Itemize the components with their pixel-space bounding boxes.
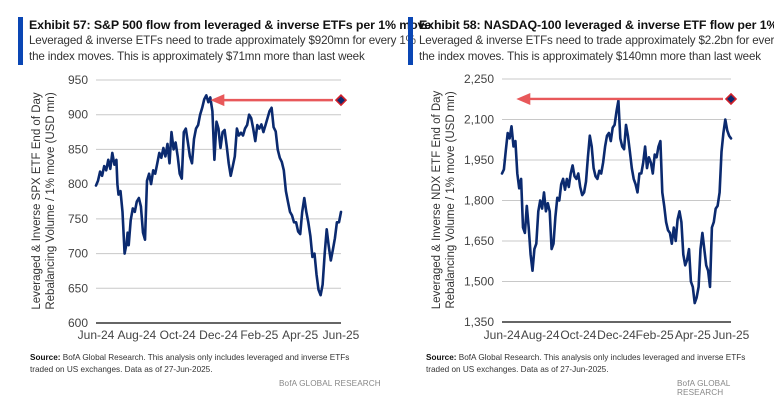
x-tick-label: Apr-25 bbox=[675, 328, 711, 342]
source-note: Source: BofA Global Research. This analy… bbox=[30, 352, 370, 376]
y-axis-label-line1: Leveraged & Inverse SPX ETF End of Day bbox=[31, 92, 43, 310]
y-axis-label-line2: Rebalancing Volume / 1% move (USD mn) bbox=[445, 91, 457, 308]
y-tick-label: 2,100 bbox=[464, 113, 494, 127]
y-axis-label-line2: Rebalancing Volume / 1% move (USD mn) bbox=[45, 92, 57, 309]
x-tick-label: Dec-24 bbox=[597, 328, 636, 342]
annotation-arrow-head bbox=[210, 94, 225, 107]
x-tick-label: Dec-24 bbox=[199, 328, 238, 342]
chart-title: Exhibit 58: NASDAQ-100 leveraged & inver… bbox=[419, 18, 774, 32]
exhibit-58-header: Exhibit 58: NASDAQ-100 leveraged & inver… bbox=[408, 17, 774, 65]
x-tick-label: Oct-24 bbox=[160, 328, 196, 342]
x-tick-label: Jun-25 bbox=[323, 328, 360, 342]
spx-flow-chart: 600 650 700 750 800 850 900 950 Jun-24 Aug-24 Oct-… bbox=[31, 73, 360, 342]
annotation-arrow-head bbox=[516, 92, 531, 105]
x-tick-label: Oct-24 bbox=[560, 328, 596, 342]
x-tick-label: Aug-24 bbox=[521, 328, 560, 342]
y-axis-label-line1: Leveraged & Inverse NDX ETF End of Day bbox=[431, 90, 443, 309]
y-tick-label: 1,800 bbox=[464, 194, 494, 208]
y-tick-label: 1,500 bbox=[464, 275, 494, 289]
x-tick-label: Jun-25 bbox=[713, 328, 750, 342]
y-tick-label: 1,950 bbox=[464, 153, 494, 167]
y-tick-label: 900 bbox=[68, 108, 88, 122]
series-line bbox=[500, 99, 733, 305]
series-line bbox=[94, 94, 343, 297]
y-axis-label: Leveraged & Inverse SPX ETF End of Day Re… bbox=[31, 92, 57, 310]
exhibit-57-panel: Exhibit 57: S&P 500 flow from leveraged … bbox=[18, 17, 431, 388]
source-text: BofA Global Research. This analysis only… bbox=[30, 353, 350, 374]
chart-subtitle-line1: Leveraged & inverse ETFs need to trade a… bbox=[419, 34, 774, 47]
source-note: Source: BofA Global Research. This analy… bbox=[426, 352, 766, 376]
x-tick-label: Feb-25 bbox=[636, 328, 674, 342]
y-tick-label: 700 bbox=[68, 247, 88, 261]
x-tick-label: Apr-25 bbox=[282, 328, 318, 342]
chart-subtitle-line1: Leveraged & inverse ETFs need to trade a… bbox=[29, 34, 416, 47]
brand-label: BofA GLOBAL RESEARCH bbox=[677, 379, 731, 397]
brand-label: BofA GLOBAL RESEARCH bbox=[279, 379, 381, 388]
y-tick-label: 950 bbox=[68, 73, 88, 87]
x-tick-label: Feb-25 bbox=[240, 328, 278, 342]
source-text: BofA Global Research. This analysis only… bbox=[426, 353, 746, 374]
source-label: Source: bbox=[426, 353, 457, 362]
last-value-marker bbox=[724, 92, 738, 106]
chart-title: Exhibit 57: S&P 500 flow from leveraged … bbox=[29, 18, 432, 32]
x-tick-label: Jun-24 bbox=[484, 328, 521, 342]
chart-subtitle-line2: the index moves. This is approximately $… bbox=[419, 50, 761, 63]
y-tick-label: 1,650 bbox=[464, 234, 494, 248]
x-tick-label: Jun-24 bbox=[78, 328, 115, 342]
chart-subtitle-line2: the index moves. This is approximately $… bbox=[29, 50, 365, 63]
y-tick-label: 650 bbox=[68, 281, 88, 295]
y-tick-label: 750 bbox=[68, 212, 88, 226]
exhibit-57-header: Exhibit 57: S&P 500 flow from leveraged … bbox=[18, 17, 431, 65]
y-tick-label: 2,250 bbox=[464, 72, 494, 86]
y-axis-label: Leveraged & Inverse NDX ETF End of Day Re… bbox=[431, 90, 457, 309]
x-tick-label: Aug-24 bbox=[117, 328, 156, 342]
y-tick-label: 850 bbox=[68, 142, 88, 156]
exhibit-58-panel: Exhibit 58: NASDAQ-100 leveraged & inver… bbox=[390, 0, 774, 416]
y-tick-label: 1,350 bbox=[464, 315, 494, 329]
y-tick-label: 600 bbox=[68, 316, 88, 330]
ndx-flow-chart: 1,350 1,500 1,650 1,800 1,950 2,100 2,250 Jun-2… bbox=[431, 72, 750, 342]
y-tick-label: 800 bbox=[68, 177, 88, 191]
source-label: Source: bbox=[30, 353, 61, 362]
last-value-marker bbox=[334, 94, 348, 107]
